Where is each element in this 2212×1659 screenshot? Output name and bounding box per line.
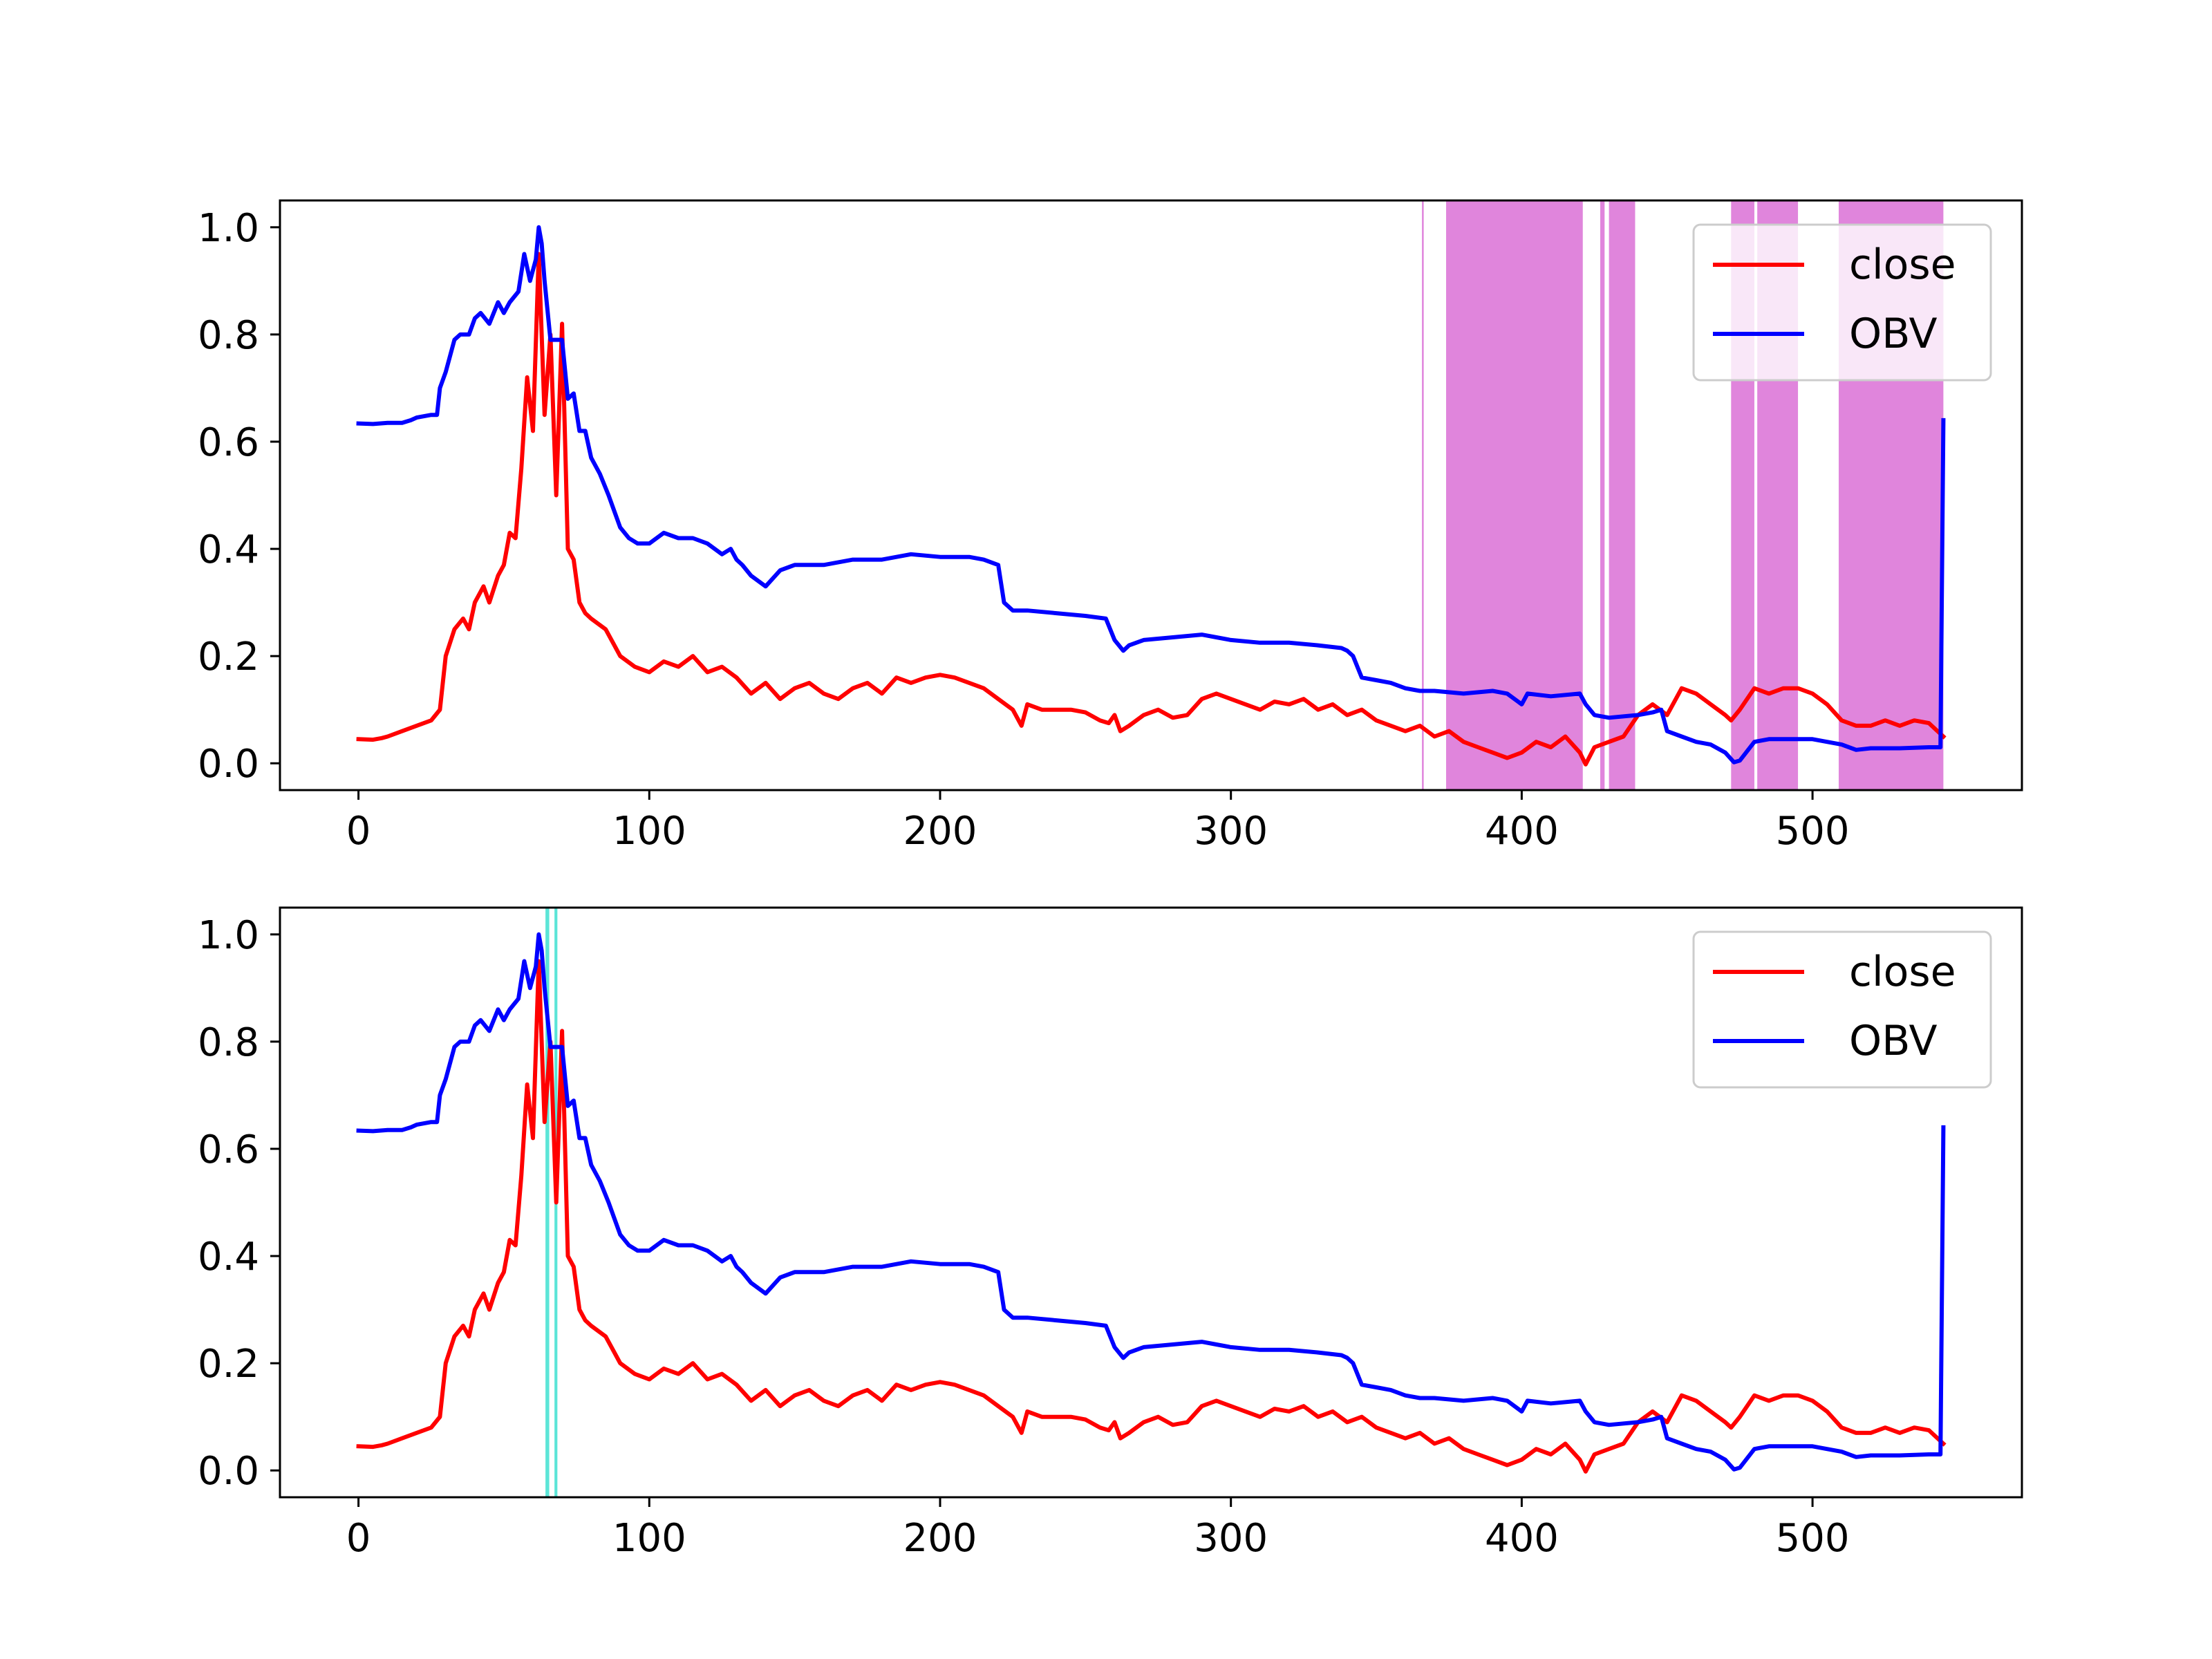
legend-label-obv: OBV (1849, 310, 1938, 358)
y-tick-label: 0.4 (198, 527, 259, 572)
chart-2: 0 100 200 300 400 500 0.0 0.2 0.4 0.6 0.8 1.0 close O… (198, 906, 2023, 1561)
y-tick-label: 0.2 (198, 635, 259, 679)
series-line-close (356, 252, 1947, 767)
y-tick-label: 0.4 (198, 1235, 259, 1280)
x-tick-label: 300 (1194, 1516, 1268, 1561)
y-tick-label: 0.2 (198, 1342, 259, 1387)
highlight-span (1609, 200, 1635, 790)
x-tick-label: 200 (903, 809, 977, 854)
highlight-span (1446, 200, 1583, 790)
x-tick-label: 500 (1776, 809, 1850, 854)
series-line-obv (356, 225, 1946, 765)
y-tick-label: 0.6 (198, 420, 259, 465)
y-tick-label: 1.0 (198, 206, 259, 251)
series-lines (356, 932, 1947, 1474)
x-tick-label: 300 (1194, 809, 1268, 854)
series-line-close (356, 959, 1947, 1474)
highlight-span (1422, 200, 1424, 790)
x-tick-label: 400 (1485, 1516, 1559, 1561)
y-tick-label: 0.8 (198, 1020, 259, 1065)
axes-frame (279, 906, 2023, 1499)
legend-label-obv: OBV (1849, 1017, 1938, 1065)
y-tick-label: 0.6 (198, 1127, 259, 1172)
legend: close OBV (1692, 223, 1992, 382)
x-tick-label: 100 (612, 1516, 686, 1561)
chart-1: 0 100 200 300 400 500 0.0 0.2 0.4 0.6 0.8 1.0 close O… (198, 199, 2023, 854)
x-tick-label: 0 (346, 1516, 371, 1561)
legend: close OBV (1692, 930, 1992, 1089)
y-tick-label: 1.0 (198, 913, 259, 958)
y-tick-label: 0.8 (198, 313, 259, 358)
highlight-span (1600, 200, 1605, 790)
series-lines (356, 225, 1947, 767)
legend-label-close: close (1849, 241, 1956, 289)
x-tick-label: 0 (346, 809, 371, 854)
legend-label-close: close (1849, 948, 1956, 996)
y-tick-label: 0.0 (198, 742, 259, 787)
axes-frame (279, 199, 2023, 791)
x-tick-label: 100 (612, 809, 686, 854)
series-line-obv (356, 932, 1946, 1472)
charts-container: 0 100 200 300 400 500 0.0 0.2 0.4 0.6 0.8 1.0 close O… (198, 199, 2023, 1561)
x-tick-label: 400 (1485, 809, 1559, 854)
y-tick-label: 0.0 (198, 1449, 259, 1494)
x-tick-label: 500 (1776, 1516, 1850, 1561)
highlight-span (545, 908, 550, 1497)
x-tick-label: 200 (903, 1516, 977, 1561)
